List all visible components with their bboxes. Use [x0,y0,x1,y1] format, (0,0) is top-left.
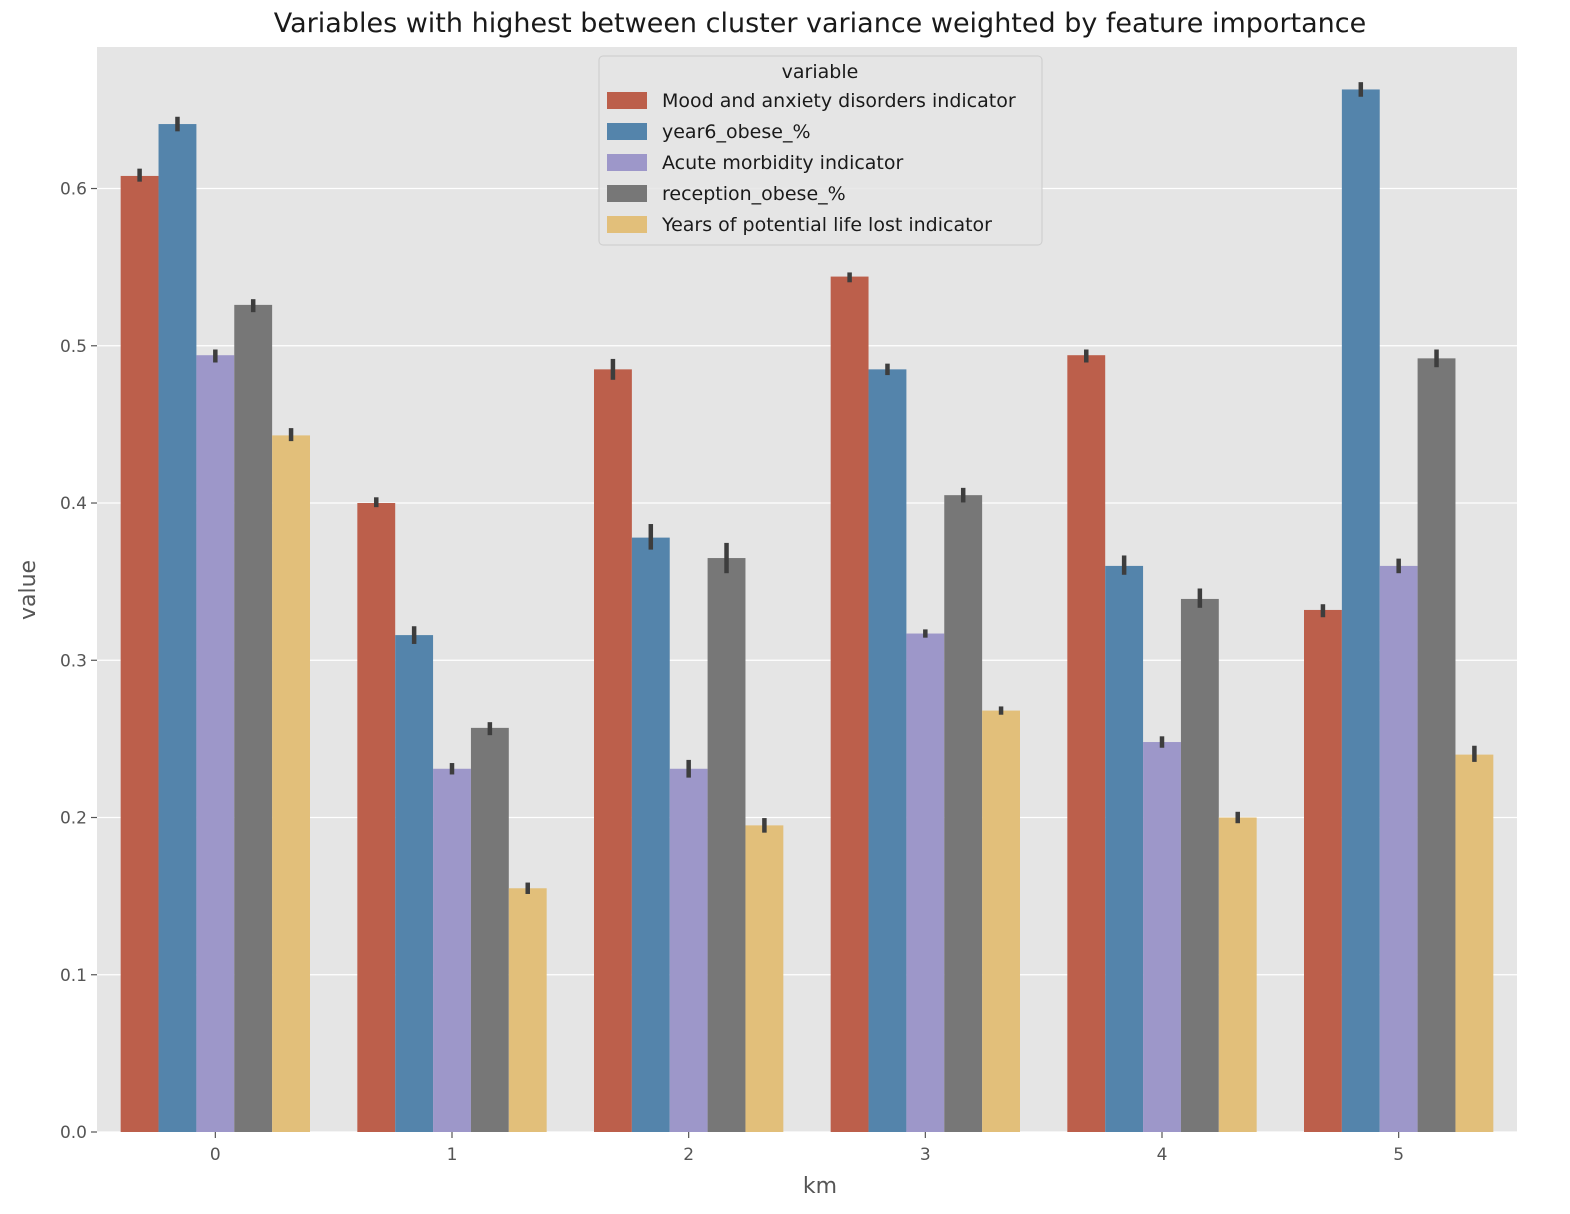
x-axis-ticks: 0 1 2 3 4 5 [210,1132,1404,1165]
bars-layer [120,89,1494,1133]
x-tick-label-5: 5 [1393,1145,1404,1165]
bar-s1-c3 [868,369,907,1132]
y-tick-label-5: 0.5 [60,337,87,357]
y-tick-label-4: 0.4 [60,494,87,514]
bar-s1-c0 [158,124,197,1133]
bar-s2-c3 [906,633,945,1132]
bar-s4-c2 [745,825,784,1132]
legend-swatch-2 [607,154,647,171]
legend-box [598,55,1043,246]
y-tick-label-3: 0.3 [60,651,87,671]
y-tick-label-0: 0.0 [60,1123,87,1143]
bar-s0-c5 [1304,609,1342,1132]
bar-s4-c4 [1218,817,1257,1132]
bar-s4-c0 [272,435,310,1132]
x-tick-label-1: 1 [447,1145,458,1165]
bar-s2-c2 [669,768,708,1132]
y-tick-label-1: 0.1 [60,966,87,986]
legend-swatch-1 [607,123,647,140]
legend-label-0: Mood and anxiety disorders indicator [662,90,1016,112]
legend: variable Mood and anxiety disorders indi… [598,55,1043,246]
bar-s3-c0 [234,304,273,1133]
x-axis-label: km [803,1174,837,1199]
y-axis-ticks: 0.0 0.1 0.2 0.3 0.4 0.5 0.6 [60,180,97,1143]
x-tick-label-3: 3 [920,1145,931,1165]
gridlines [97,187,1517,1133]
bar-s4-c3 [982,710,1020,1132]
legend-swatch-3 [607,185,647,202]
x-tick-label-4: 4 [1157,1145,1168,1165]
bar-s0-c3 [830,276,869,1132]
legend-label-3: reception_obese_% [662,183,846,205]
bar-s2-c4 [1143,742,1181,1132]
x-tick-label-2: 2 [683,1145,694,1165]
bar-s1-c5 [1341,89,1380,1132]
bar-s3-c1 [470,727,509,1132]
bar-s0-c0 [120,175,159,1133]
legend-swatch-4 [607,216,647,233]
legend-label-1: year6_obese_% [662,121,811,143]
bar-s0-c2 [594,369,632,1132]
legend-label-2: Acute morbidity indicator [662,152,904,174]
bar-s4-c5 [1455,754,1494,1132]
error-bars-layer [137,82,1477,894]
chart-title: Variables with highest between cluster v… [274,8,1367,39]
y-axis-label: value [16,560,41,620]
bar-s1-c1 [395,635,434,1132]
legend-swatch-0 [607,92,647,109]
bar-s3-c4 [1180,598,1219,1132]
bar-s0-c4 [1067,355,1106,1133]
legend-title: variable [782,61,859,83]
x-tick-label-0: 0 [210,1145,221,1165]
bar-s1-c2 [631,537,670,1132]
bar-s3-c3 [944,495,983,1132]
y-tick-label-6: 0.6 [60,180,87,200]
bar-s4-c1 [508,888,547,1132]
y-tick-label-2: 0.2 [60,809,87,829]
bar-s3-c2 [707,558,746,1132]
bar-s2-c0 [196,355,235,1133]
legend-items: Mood and anxiety disorders indicator year… [607,90,1016,236]
bar-s0-c1 [357,503,396,1132]
bar-s2-c5 [1379,565,1418,1132]
legend-label-4: Years of potential life lost indicator [661,214,992,236]
bar-s1-c4 [1105,565,1144,1132]
bar-s3-c5 [1417,358,1456,1132]
bar-s2-c1 [433,768,471,1132]
